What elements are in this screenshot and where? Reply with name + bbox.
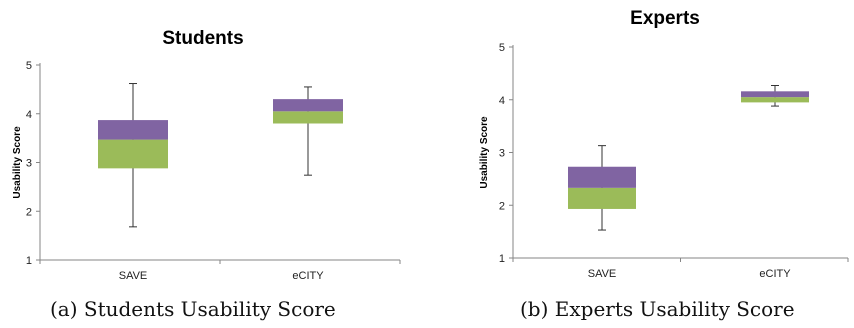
y-tick-label: 4 [499,95,505,107]
caption-experts: (b) Experts Usability Score [520,297,795,321]
y-tick-label: 2 [26,206,32,218]
y-axis-label: Usability Score [479,116,490,189]
box-lower-quartile [568,187,636,209]
box-upper-quartile [568,166,636,188]
y-tick-label: 3 [499,148,505,160]
box-upper-quartile [98,120,168,140]
box-lower-quartile [273,111,343,124]
box-upper-quartile [741,91,809,98]
y-tick-label: 5 [26,60,32,72]
y-tick-label: 3 [26,158,32,170]
y-tick-label: 4 [26,109,32,121]
chart-title: Students [162,28,243,49]
chart-title: Experts [630,8,700,29]
x-tick-label: SAVE [588,268,617,280]
box-lower-quartile [98,139,168,169]
box-upper-quartile [273,99,343,112]
x-tick-label: SAVE [119,270,148,282]
x-tick-label: eCITY [292,270,324,282]
chart-panel-students: Students Usability Score 1 2 3 4 5 SAVE eCITY (a… [0,0,420,328]
students-box-plot: Students Usability Score 1 2 3 4 5 SAVE eCITY [12,28,401,282]
chart-panel-experts: Experts Usability Score 1 2 3 4 5 SAVE eCITY (b)… [440,0,854,328]
y-tick-label: 1 [26,255,32,267]
experts-box-plot: Experts Usability Score 1 2 3 4 5 SAVE eCITY [479,8,849,280]
y-tick-label: 5 [499,42,505,54]
x-tick-label: eCITY [759,268,791,280]
y-tick-label: 1 [499,253,505,265]
box-lower-quartile [741,97,809,103]
y-tick-label: 2 [499,200,505,212]
y-axis-label: Usability Score [12,126,23,199]
caption-students: (a) Students Usability Score [50,297,336,321]
